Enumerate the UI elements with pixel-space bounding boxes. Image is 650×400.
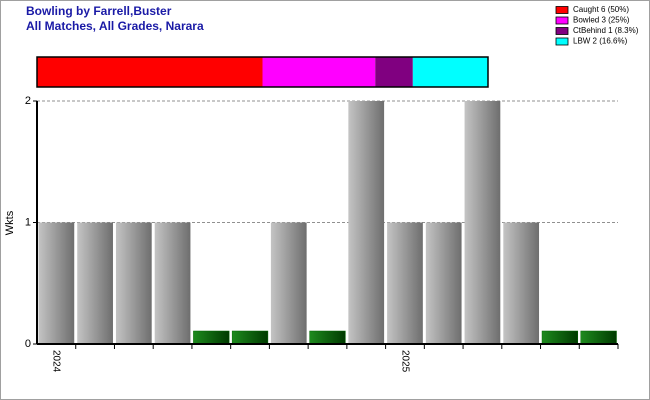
legend-label: CtBehind 1 (8.3%) <box>573 26 639 35</box>
y-axis-label: Wkts <box>4 210 16 235</box>
bar <box>38 222 75 344</box>
legend-swatch <box>555 27 569 35</box>
bar <box>348 101 385 344</box>
bar <box>77 222 113 344</box>
chart-title: Bowling by Farrell,Buster <box>26 4 172 18</box>
stack-border <box>36 56 489 88</box>
chart-subtitle: All Matches, All Grades, Narara <box>26 19 204 33</box>
bar <box>387 222 423 344</box>
y-tick-label: 0 <box>25 338 31 350</box>
bar <box>270 222 307 344</box>
bar <box>309 330 346 345</box>
bar <box>425 222 462 344</box>
legend-label: LBW 2 (16.6%) <box>573 37 628 46</box>
legend-swatch <box>555 16 569 25</box>
bar <box>580 330 617 345</box>
y-tick-label: 1 <box>25 216 31 228</box>
legend-label: Bowled 3 (25%) <box>573 16 630 25</box>
stack-segment <box>262 57 376 87</box>
legend-label: Caught 6 (50%) <box>573 5 629 14</box>
stack-segment <box>375 57 413 87</box>
bar <box>115 222 152 344</box>
stack-segment <box>412 57 488 87</box>
bar <box>503 222 540 344</box>
legend-swatch <box>555 6 569 14</box>
stack-segment <box>37 57 263 87</box>
bar <box>464 101 501 344</box>
y-tick-label: 2 <box>25 95 31 107</box>
x-tick-label: 2025 <box>399 350 410 373</box>
bar <box>231 330 269 345</box>
bar <box>193 330 230 345</box>
legend-swatch <box>555 37 569 46</box>
x-tick-label: 2024 <box>51 350 62 373</box>
bar <box>541 330 579 345</box>
bar <box>154 222 191 344</box>
